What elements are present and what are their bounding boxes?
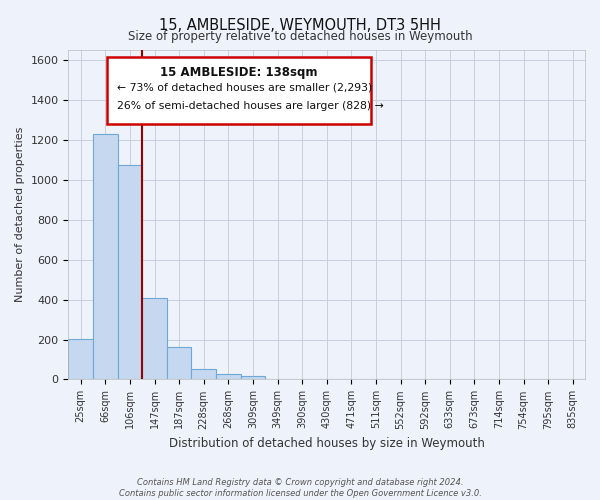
Bar [118,165,142,380]
X-axis label: Distribution of detached houses by size in Weymouth: Distribution of detached houses by size … [169,437,485,450]
Text: 15 AMBLESIDE: 138sqm: 15 AMBLESIDE: 138sqm [160,66,317,80]
Bar [167,348,191,380]
Text: 15, AMBLESIDE, WEYMOUTH, DT3 5HH: 15, AMBLESIDE, WEYMOUTH, DT3 5HH [159,18,441,32]
Bar [93,134,118,380]
Text: Size of property relative to detached houses in Weymouth: Size of property relative to detached ho… [128,30,472,43]
Bar [216,374,241,380]
Bar [191,369,216,380]
Bar [241,376,265,380]
Y-axis label: Number of detached properties: Number of detached properties [15,127,25,302]
FancyBboxPatch shape [107,56,371,124]
Bar [68,338,93,380]
Text: ← 73% of detached houses are smaller (2,293): ← 73% of detached houses are smaller (2,… [118,83,373,93]
Text: 26% of semi-detached houses are larger (828) →: 26% of semi-detached houses are larger (… [118,101,384,111]
Bar [142,298,167,380]
Text: Contains HM Land Registry data © Crown copyright and database right 2024.
Contai: Contains HM Land Registry data © Crown c… [119,478,481,498]
